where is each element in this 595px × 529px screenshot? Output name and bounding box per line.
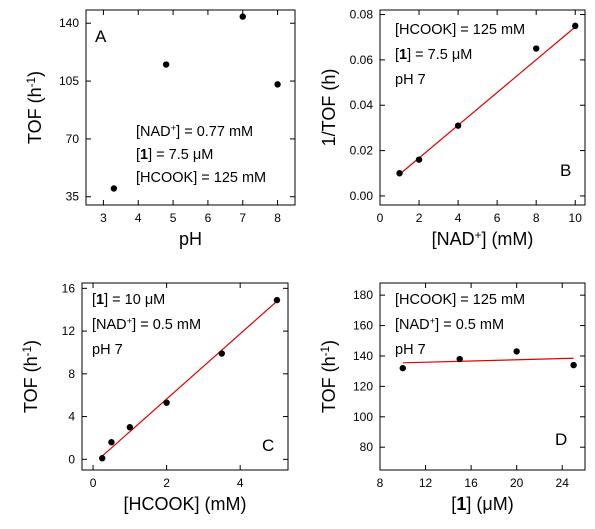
x-tick-label: 6 [494, 211, 501, 225]
fit-line [399, 26, 576, 175]
panel-b: 0 2 4 6 8 10 0.00 0.02 0.04 0.06 0.08 [NAD+​] (mM) 1… [319, 8, 586, 250]
panel-c: 0 2 4 0 4 8 12 16 [HCOOK] (mM) TOF (h-1​) C [1] = 1… [21, 281, 289, 514]
y-tick-label: 80 [360, 440, 374, 454]
x-tick-label: 4 [237, 476, 244, 490]
y-tick-label: 70 [66, 132, 80, 146]
y-tick-label: 0.08 [350, 8, 374, 22]
x-tick-label: 0 [90, 476, 97, 490]
x-tick-label: 12 [419, 476, 433, 490]
x-tick-label: 0 [377, 211, 384, 225]
panel-letter: A [95, 27, 107, 46]
annotation-text: [NAD+​] = 0.77 mM [136, 122, 253, 141]
x-axis-label: [1] (μM) [451, 494, 513, 514]
x-tick-label: 5 [170, 211, 177, 225]
data-point [456, 355, 463, 363]
y-tick-label: 0.02 [350, 144, 374, 158]
y-tick-label: 140 [59, 16, 79, 30]
x-axis-label: [NAD+​] (mM) [432, 229, 534, 250]
fit-line [101, 300, 278, 457]
data-point [239, 13, 246, 20]
annotation-text: [1] = 7.5 μM [395, 47, 472, 63]
data-point [274, 81, 281, 88]
data-point [399, 364, 406, 372]
annotation-text: [HCOOK] = 125 mM [395, 22, 525, 38]
panel-d: 8 12 16 20 24 80 100 120 140 160 180 [1] (μM) TOF (h… [319, 282, 586, 514]
x-tick-label: 24 [556, 476, 570, 490]
data-point [126, 424, 134, 431]
data-point [99, 455, 106, 462]
x-tick-label: 4 [135, 211, 142, 225]
annotation-text: [NAD+​] = 0.5 mM [92, 315, 201, 334]
y-tick-label: 100 [353, 410, 373, 424]
x-axis-label: pH [179, 229, 202, 249]
panel-letter: B [560, 161, 571, 180]
data-point [163, 399, 170, 406]
y-tick-label: 105 [59, 74, 79, 88]
plot-frame [379, 282, 586, 471]
data-point [454, 122, 462, 129]
panel-letter: D [555, 430, 567, 449]
y-tick-label: 140 [353, 349, 373, 363]
x-tick-label: 10 [569, 211, 583, 225]
x-tick-label: 16 [464, 476, 478, 490]
data-point [415, 156, 423, 163]
x-tick-label: 8 [533, 211, 540, 225]
annotation-text: [HCOOK] = 125 mM [395, 292, 525, 308]
y-axis-label: TOF (h-1​) [21, 340, 42, 413]
plot-frame [81, 282, 289, 471]
y-tick-label: 180 [353, 288, 373, 302]
data-point [108, 439, 115, 446]
data-point [570, 361, 577, 369]
data-point [572, 22, 579, 30]
x-tick-label: 7 [239, 211, 246, 225]
y-tick-label: 35 [66, 190, 80, 204]
data-point [396, 170, 403, 177]
data-point [513, 348, 520, 355]
y-tick-label: 160 [353, 319, 373, 333]
data-point [162, 61, 170, 68]
annotation-text: [1] = 10 μM [92, 292, 165, 308]
data-point [273, 296, 281, 304]
panel-a: 3 4 5 6 7 8 35 70 105 140 pH TOF (h-1​) A [NAD+​] = 0… [25, 9, 296, 249]
annotation-text: [NAD+​] = 0.5 mM [395, 315, 504, 334]
plot-frame [85, 9, 296, 206]
y-tick-label: 0.04 [350, 98, 374, 112]
annotation-text: pH 7 [395, 72, 426, 88]
x-tick-label: 6 [205, 211, 212, 225]
x-tick-label: 4 [455, 211, 462, 225]
data-point [532, 45, 540, 52]
annotation-text: pH 7 [395, 342, 426, 358]
annotation-text: [1] = 7.5 μM [136, 147, 213, 163]
fit-line [402, 357, 574, 364]
y-tick-label: 16 [62, 281, 76, 295]
y-axis-label: TOF (h-1​) [319, 340, 340, 413]
x-tick-label: 3 [100, 211, 107, 225]
y-tick-label: 8 [68, 367, 75, 381]
x-tick-label: 20 [510, 476, 524, 490]
x-axis-label: [HCOOK] (mM) [124, 494, 247, 514]
data-point [110, 185, 118, 192]
x-tick-label: 8 [274, 211, 281, 225]
data-point [218, 350, 225, 357]
y-tick-label: 0.06 [350, 53, 374, 67]
x-tick-label: 2 [163, 476, 170, 490]
panel-letter: C [262, 436, 274, 455]
y-tick-label: 12 [62, 324, 76, 338]
y-axis-label: 1/TOF (h) [319, 69, 339, 147]
y-tick-label: 4 [68, 410, 75, 424]
annotation-text: [HCOOK] = 125 mM [136, 170, 266, 186]
y-tick-label: 0.00 [350, 189, 374, 203]
x-tick-label: 2 [416, 211, 423, 225]
y-tick-label: 0 [68, 452, 75, 466]
y-tick-label: 120 [353, 379, 373, 393]
x-tick-label: 8 [377, 476, 384, 490]
annotation-text: pH 7 [92, 342, 123, 358]
y-axis-label: TOF (h-1​) [25, 71, 46, 144]
plot-frame [379, 9, 586, 206]
